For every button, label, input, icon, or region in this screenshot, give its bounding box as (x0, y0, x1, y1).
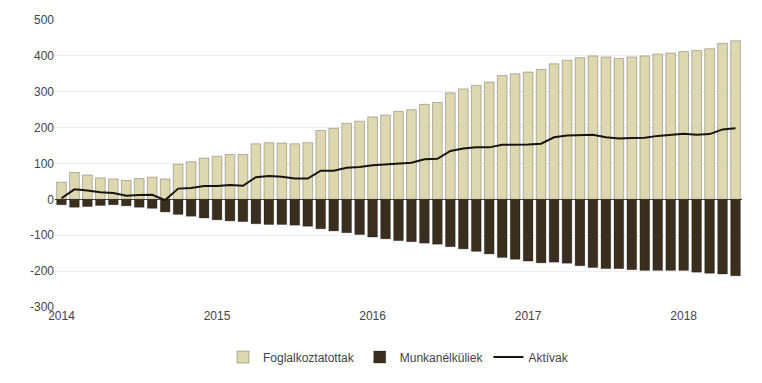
svg-text:300: 300 (34, 85, 54, 99)
svg-text:Foglalkoztatottak: Foglalkoztatottak (263, 351, 355, 365)
svg-text:Aktívak: Aktívak (528, 351, 568, 365)
svg-text:500: 500 (34, 13, 54, 27)
svg-text:2014: 2014 (48, 309, 75, 323)
svg-text:-200: -200 (30, 264, 54, 278)
svg-text:400: 400 (34, 49, 54, 63)
svg-text:-300: -300 (30, 300, 54, 314)
svg-text:200: 200 (34, 121, 54, 135)
svg-text:100: 100 (34, 157, 54, 171)
svg-text:-100: -100 (30, 228, 54, 242)
svg-text:Munkanélküliek: Munkanélküliek (400, 351, 484, 365)
svg-text:2015: 2015 (204, 309, 231, 323)
svg-text:2016: 2016 (359, 309, 386, 323)
svg-text:0: 0 (47, 193, 54, 207)
svg-text:2017: 2017 (515, 309, 542, 323)
svg-text:2018: 2018 (670, 309, 697, 323)
